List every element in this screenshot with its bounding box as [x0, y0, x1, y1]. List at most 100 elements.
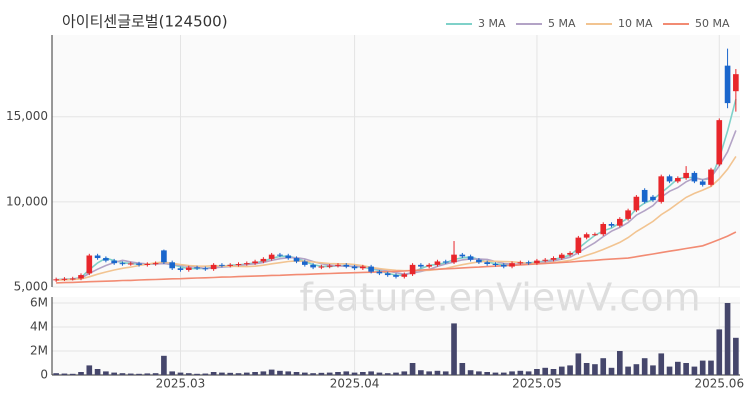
candle-body — [210, 264, 217, 270]
candle-body — [169, 262, 176, 269]
volume-bar — [509, 371, 515, 375]
volume-bar — [169, 371, 176, 375]
candle-body — [161, 250, 167, 263]
volume-bar — [691, 366, 698, 375]
candle-body — [467, 256, 474, 260]
volume-bar — [459, 363, 466, 375]
volume-bar — [517, 370, 524, 375]
candle-body — [177, 268, 184, 270]
candle-body — [517, 262, 524, 264]
candle-body — [268, 254, 275, 259]
volume-bar — [310, 373, 316, 375]
candle-body — [260, 258, 267, 262]
volume-bar — [219, 372, 225, 375]
volume-bar — [69, 373, 76, 375]
volume-bar — [476, 371, 482, 375]
candle-body — [277, 254, 283, 256]
candle-body — [459, 254, 466, 257]
volume-bar — [260, 371, 267, 375]
candle-body — [716, 120, 723, 165]
candle-body — [243, 263, 250, 265]
volume-bar — [368, 371, 374, 375]
volume-bar — [326, 372, 333, 375]
candle-body — [509, 263, 515, 267]
candle-body — [616, 218, 623, 226]
candle-body — [550, 258, 557, 260]
volume-bar — [202, 373, 209, 375]
candle-body — [103, 258, 109, 261]
x-tick-label: 2025.04 — [330, 377, 380, 391]
volume-bar — [144, 373, 151, 375]
volume-bar — [567, 365, 573, 375]
candle-body — [451, 254, 457, 263]
candle-body — [368, 266, 374, 272]
candle-body — [650, 196, 656, 201]
candle-body — [152, 263, 159, 265]
volume-bar — [442, 371, 449, 375]
candle-body — [708, 169, 714, 185]
volume-bar — [293, 372, 300, 375]
volume-bar — [61, 373, 68, 375]
volume-bar — [111, 372, 117, 375]
candle-body — [583, 234, 590, 238]
volume-bar — [650, 365, 656, 375]
volume-bar — [243, 372, 250, 375]
candle-body — [194, 267, 200, 269]
candle-body — [69, 278, 76, 280]
volume-bar — [550, 369, 557, 375]
candle-body — [534, 260, 540, 264]
volume-bar — [177, 372, 184, 375]
volume-bar — [393, 372, 399, 375]
candle-body — [542, 259, 549, 261]
candle-body — [111, 260, 117, 264]
volume-bar — [53, 373, 59, 375]
candle-body — [675, 178, 681, 182]
candle-body — [691, 172, 698, 182]
candle-body — [302, 261, 308, 265]
candle-body — [401, 274, 408, 277]
volume-bar — [94, 369, 101, 375]
candle-body — [119, 263, 126, 265]
candle-body — [666, 176, 673, 182]
volume-bar — [558, 366, 565, 375]
candle-body — [285, 255, 292, 259]
volume-bar — [733, 337, 739, 375]
volume-bar — [127, 373, 134, 375]
candle-body — [575, 237, 582, 253]
candle-body — [252, 261, 258, 264]
volume-bar — [583, 363, 590, 375]
volume-bar — [542, 367, 549, 375]
volume-bar — [409, 363, 416, 375]
candle-body — [484, 262, 490, 265]
volume-bar — [302, 372, 308, 375]
candle-body — [335, 264, 341, 266]
y-tick-label: 15,000 — [6, 109, 48, 123]
volume-bar — [500, 372, 507, 375]
candle-body — [600, 224, 607, 235]
volume-bar — [708, 360, 714, 375]
volume-bar — [401, 371, 408, 375]
candle-body — [658, 176, 665, 202]
volume-bar — [716, 329, 723, 375]
candle-body — [61, 278, 68, 280]
volume-bar — [227, 372, 234, 375]
volume-bar — [641, 358, 648, 375]
volume-bar — [467, 370, 474, 375]
candle-body — [235, 264, 242, 266]
volume-bar — [119, 373, 126, 375]
volume-bar — [318, 372, 325, 375]
volume-bar — [666, 366, 673, 375]
volume-bar — [575, 353, 582, 375]
volume-bar — [185, 373, 192, 375]
candle-body — [476, 259, 482, 263]
volume-bar — [675, 361, 681, 375]
x-tick-label: 2025.03 — [156, 377, 206, 391]
volume-bar — [608, 367, 615, 375]
price-panel — [52, 35, 740, 287]
volume-bar — [210, 372, 217, 375]
candle-body — [219, 264, 225, 266]
volume-bar — [699, 360, 706, 375]
candle-body — [343, 264, 350, 267]
candle-body — [376, 271, 383, 274]
